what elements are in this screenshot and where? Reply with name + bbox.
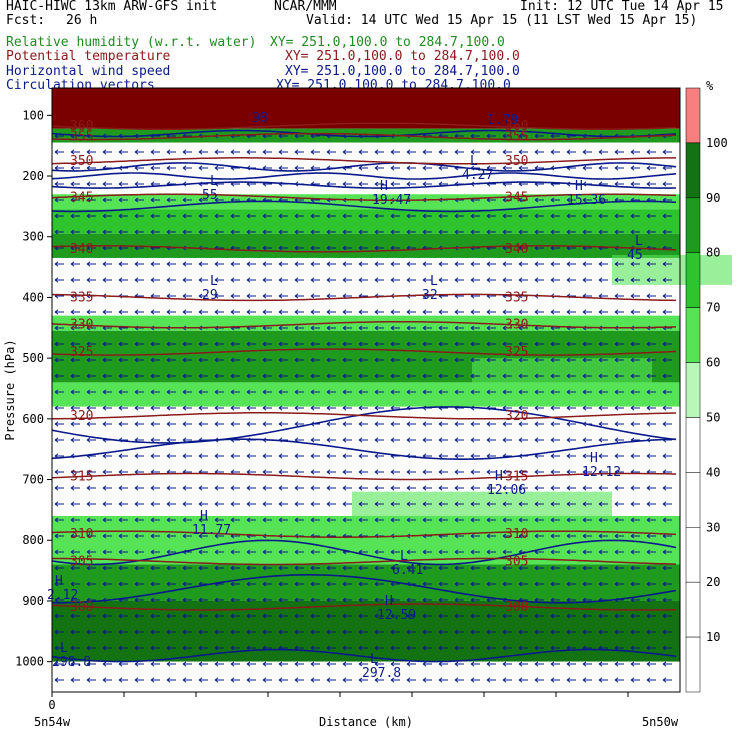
- annotation-mark-7: H: [495, 469, 503, 484]
- annotation-value-0: 55: [202, 188, 218, 203]
- theta-label-310: 310: [70, 527, 93, 542]
- colorbar-segment-10: [686, 637, 700, 692]
- theta-label-right-325: 325: [505, 345, 528, 360]
- annotation-value-2: 19.47: [372, 193, 411, 208]
- colorbar-segment-0: [686, 88, 700, 143]
- colorbar-unit: %: [706, 79, 714, 93]
- colorbar-segment-3: [686, 253, 700, 308]
- annotation-mark-9: H: [200, 509, 208, 524]
- theta-label-right-330: 330: [505, 318, 528, 333]
- colorbar-segment-2: [686, 198, 700, 253]
- theta-label-325: 325: [70, 345, 93, 360]
- theta-label-right-310: 310: [505, 527, 528, 542]
- annotation-mark-6: L: [430, 274, 438, 289]
- theta-label-right-345: 345: [505, 190, 528, 205]
- colorbar-segment-6: [686, 417, 700, 472]
- y-tick-label-400: 400: [22, 290, 44, 304]
- theta-label-335: 335: [70, 290, 93, 305]
- theta-label-345: 345: [70, 190, 93, 205]
- annotation-value-10: 6.41: [392, 563, 423, 578]
- y-tick-label-500: 500: [22, 351, 44, 365]
- y-tick-label-800: 800: [22, 533, 44, 547]
- annotation-value-6: 32: [422, 288, 438, 303]
- rh-patch-4: [472, 358, 652, 383]
- theta-label-right-350: 350: [505, 154, 528, 169]
- annotation-mark-1: L: [470, 154, 478, 169]
- annotation-mark-0: L: [210, 174, 218, 189]
- annotation-value-16: 1.79: [487, 113, 518, 128]
- x-left-location: 5n54w: [34, 715, 71, 729]
- y-tick-label-1000: 1000: [15, 655, 44, 669]
- annotation-value-8: 12.12: [582, 465, 621, 480]
- theta-label-330: 330: [70, 318, 93, 333]
- rh-band-6: [52, 258, 680, 316]
- y-tick-label-100: 100: [22, 108, 44, 122]
- annotation-mark-2: H: [380, 179, 388, 194]
- annotation-value-13: 298.8: [52, 655, 91, 670]
- x-axis-label: Distance (km): [319, 715, 413, 729]
- annotation-value-3: 15.36: [567, 193, 606, 208]
- y-tick-label-900: 900: [22, 594, 44, 608]
- colorbar-segment-7: [686, 472, 700, 527]
- theta-label-right-355: 355: [505, 130, 528, 145]
- theta-label-305: 305: [70, 554, 93, 569]
- theta-label-355: 355: [70, 130, 93, 145]
- x-tick-label-0: 0: [48, 698, 55, 712]
- annotation-value-9: 11.77: [192, 523, 231, 538]
- annotation-value-14: 297.8: [362, 666, 401, 681]
- annotation-value-5: 29: [202, 288, 218, 303]
- y-axis-label: Pressure (hPa): [3, 339, 17, 440]
- colorbar-label-80: 80: [706, 246, 720, 260]
- y-tick-label-600: 600: [22, 412, 44, 426]
- annotation-mark-5: L: [210, 274, 218, 289]
- colorbar-segment-4: [686, 308, 700, 363]
- annotation-mark-11: H: [55, 574, 63, 589]
- colorbar-label-90: 90: [706, 191, 720, 205]
- annotation-mark-4: L: [635, 234, 643, 249]
- theta-label-right-305: 305: [505, 554, 528, 569]
- colorbar-label-50: 50: [706, 410, 720, 424]
- annotation-mark-14: L: [370, 652, 378, 667]
- theta-label-right-320: 320: [505, 409, 528, 424]
- theta-label-350: 350: [70, 154, 93, 169]
- theta-label-320: 320: [70, 409, 93, 424]
- annotation-mark-3: H: [575, 179, 583, 194]
- annotation-value-12: 12.59: [377, 608, 416, 623]
- colorbar-label-40: 40: [706, 465, 720, 479]
- colorbar-segment-5: [686, 363, 700, 418]
- y-tick-label-700: 700: [22, 473, 44, 487]
- colorbar-label-10: 10: [706, 630, 720, 644]
- colorbar-segment-9: [686, 582, 700, 637]
- colorbar-label-30: 30: [706, 520, 720, 534]
- theta-label-340: 340: [70, 242, 93, 257]
- annotation-value-7: 12.06: [487, 483, 526, 498]
- annotation-mark-8: H: [590, 451, 598, 466]
- theta-label-right-340: 340: [505, 242, 528, 257]
- colorbar-segment-1: [686, 143, 700, 198]
- cross-section-chart: 360 360355 355350 350345 345340 340335 335330 3…: [0, 0, 740, 740]
- theta-label-right-335: 335: [505, 290, 528, 305]
- colorbar-label-100: 100: [706, 136, 728, 150]
- colorbar-segment-8: [686, 527, 700, 582]
- theta-label-315: 315: [70, 470, 93, 485]
- y-tick-label-200: 200: [22, 169, 44, 183]
- theta-label-right-300: 300: [505, 600, 528, 615]
- annotation-mark-10: L: [400, 549, 408, 564]
- annotation-mark-13: L: [60, 641, 68, 656]
- annotation-value-15: 98: [252, 111, 268, 126]
- annotation-value-1: 4.27: [462, 168, 493, 183]
- rh-band-13: [52, 601, 680, 662]
- colorbar-label-20: 20: [706, 575, 720, 589]
- y-tick-label-300: 300: [22, 230, 44, 244]
- rh-band-7: [52, 316, 680, 331]
- colorbar-label-70: 70: [706, 301, 720, 315]
- annotation-mark-12: H: [385, 594, 393, 609]
- colorbar: 10 20 30 40 50 60 70 80 90 100%: [686, 79, 728, 692]
- annotation-value-4: 45: [627, 248, 643, 263]
- x-right-location: 5n50w: [642, 715, 679, 729]
- colorbar-label-60: 60: [706, 356, 720, 370]
